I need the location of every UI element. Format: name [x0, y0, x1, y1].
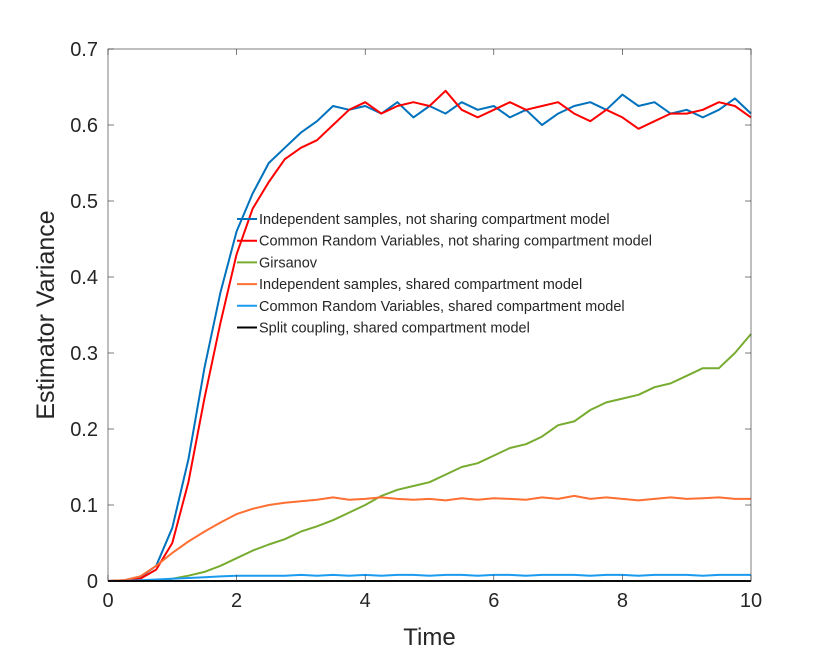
series-line-2: [108, 333, 752, 582]
x-tick-label: 2: [231, 590, 242, 612]
legend-label-3: Independent samples, shared compartment …: [259, 277, 582, 293]
x-axis-label: Time: [403, 624, 455, 651]
y-tick-label: 0: [87, 571, 98, 593]
y-tick-label: 0.5: [70, 191, 98, 213]
y-tick-label: 0.2: [70, 419, 98, 441]
x-tick-label: 8: [617, 590, 628, 612]
x-tick-label: 0: [102, 590, 113, 612]
y-tick-label: 0.7: [70, 39, 98, 61]
legend-label-0: Independent samples, not sharing compart…: [259, 212, 610, 228]
series-line-4: [108, 573, 751, 582]
legend-label-2: Girsanov: [259, 255, 318, 271]
x-tick-label: 6: [488, 590, 499, 612]
series-line-3: [107, 494, 751, 582]
x-tick-label: 4: [360, 590, 371, 612]
plot-box: [107, 48, 752, 582]
y-tick-label: 0.4: [70, 267, 98, 289]
y-tick-label: 0.3: [70, 343, 98, 365]
series-line-0: [107, 93, 752, 582]
y-tick-label: 0.6: [70, 115, 98, 137]
legend-label-1: Common Random Variables, not sharing com…: [259, 234, 652, 250]
series-line-1: [107, 89, 752, 582]
y-axis-label: Estimator Variance: [32, 210, 60, 419]
legend-label-5: Split coupling, shared compartment model: [259, 321, 530, 337]
x-tick-label: 10: [740, 590, 762, 612]
legend-label-4: Common Random Variables, shared compartm…: [259, 299, 625, 315]
y-tick-label: 0.1: [70, 495, 98, 517]
